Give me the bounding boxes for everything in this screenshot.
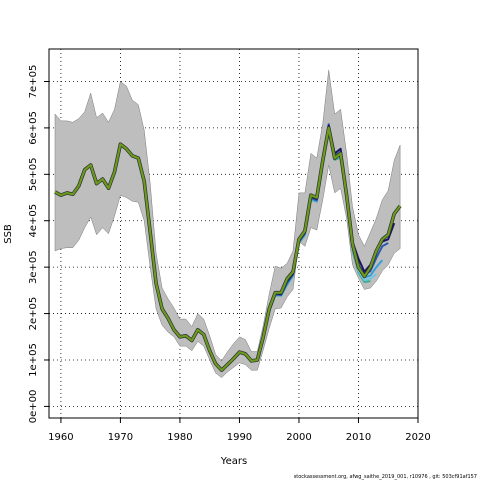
y-tick-label: 4e+05 [28, 204, 39, 238]
y-axis-title: SSB [3, 224, 14, 244]
series-lines [54, 123, 402, 372]
x-tick-label: 2020 [405, 432, 430, 443]
x-axis-title: Years [220, 456, 247, 467]
y-tick-label: 3e+05 [28, 250, 39, 284]
y-tick-label: 6e+05 [28, 111, 39, 145]
y-tick-label: 7e+05 [28, 65, 39, 99]
x-axis: 1960 1970 1980 1990 2000 2010 2020 [48, 418, 431, 443]
confidence-band [54, 69, 401, 378]
y-tick-label: 2e+05 [28, 297, 39, 331]
footer-credit: stockassessment.org, afwg_saithe_2019_00… [294, 474, 477, 480]
y-axis: 0e+00 1e+05 2e+05 3e+05 4e+05 5e+05 6e+05 7e+05 [28, 65, 49, 424]
y-tick-label: 5e+05 [28, 157, 39, 191]
y-tick-label: 1e+05 [28, 343, 39, 377]
x-tick-label: 2000 [286, 432, 311, 443]
confidence-band-area [54, 69, 401, 378]
main-series-line [54, 126, 401, 372]
plot-frame [48, 48, 419, 419]
x-tick-label: 1980 [167, 432, 192, 443]
x-tick-label: 1990 [227, 432, 252, 443]
x-tick-label: 1970 [108, 432, 133, 443]
y-tick-label: 0e+00 [28, 390, 39, 424]
x-tick-label: 1960 [48, 432, 73, 443]
x-tick-label: 2010 [346, 432, 371, 443]
